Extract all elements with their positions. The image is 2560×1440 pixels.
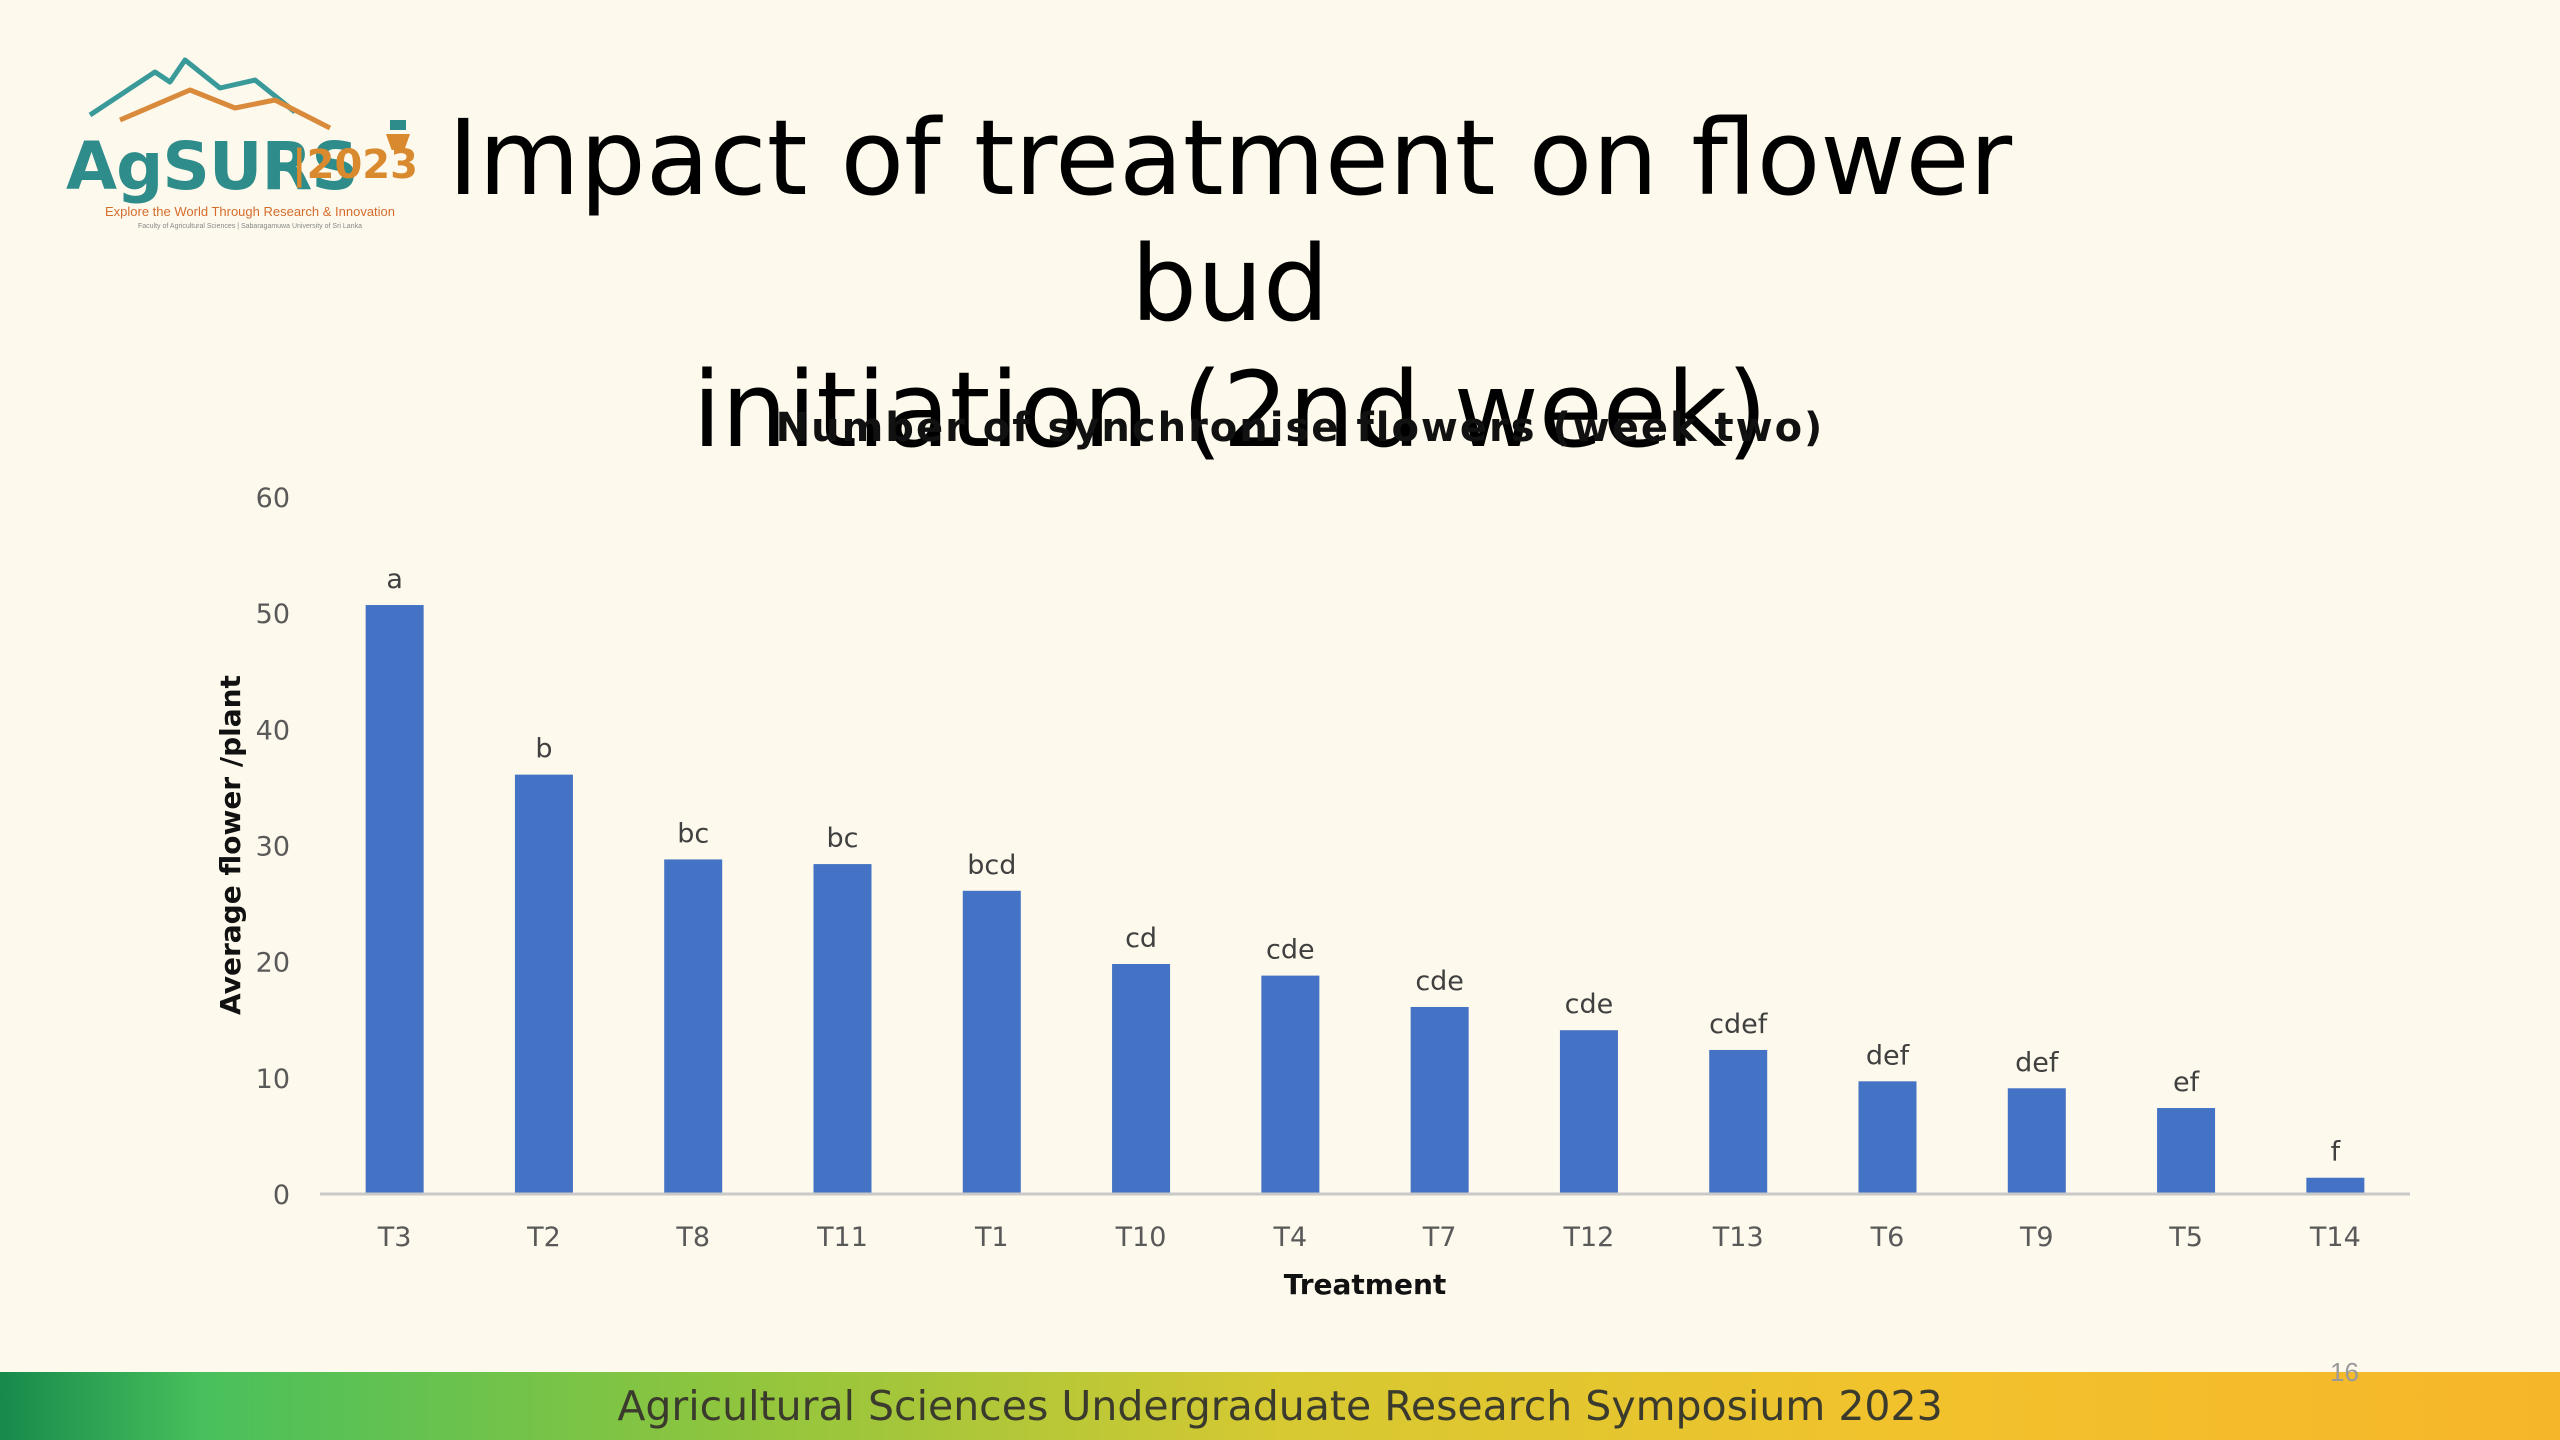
bar [813,864,872,1194]
data-label: ef [2173,1067,2201,1098]
x-tick-label: T10 [1115,1222,1167,1253]
y-axis-ticks: 0 10 20 30 40 50 60 [256,483,290,1211]
x-tick-label: T12 [1562,1222,1614,1253]
bar [1559,1030,1618,1194]
y-tick-label: 40 [256,715,290,746]
data-label: cde [1266,935,1315,966]
bar [1410,1006,1469,1194]
footer-text: Agricultural Sciences Undergraduate Rese… [617,1382,1943,1430]
y-tick-label: 50 [256,599,290,630]
y-tick-label: 0 [273,1180,290,1211]
data-label: bc [677,818,709,849]
bar [2007,1088,2066,1194]
x-tick-label: T14 [2309,1222,2361,1253]
bar [1709,1049,1768,1194]
data-label: cdef [1709,1009,1769,1040]
data-label: f [2331,1137,2342,1168]
data-label: cde [1565,989,1614,1020]
footer-banner: Agricultural Sciences Undergraduate Rese… [0,1372,2560,1440]
data-label: a [386,564,403,595]
x-tick-label: T8 [675,1222,710,1253]
bar [2306,1177,2365,1194]
agsurs-logo: AgSURS |2023 Explore the World Through R… [60,50,430,240]
bar [664,859,723,1194]
logo-wordmark: AgSURS [66,128,359,205]
data-label: cde [1415,966,1464,997]
data-label: def [2015,1047,2060,1078]
bar-series [365,605,2365,1194]
y-tick-label: 20 [256,948,290,979]
bar [1858,1081,1917,1194]
slide-title-line-2: initiation (2nd week) [692,349,1768,471]
data-labels: a b bc bc bcd cd cde cde cde cdef def def ef f [386,564,2341,1168]
slide-title: Impact of treatment on flower bud initia… [380,95,2080,473]
y-tick-label: 10 [256,1064,290,1095]
y-tick-label: 30 [256,832,290,863]
data-label: def [1866,1040,1911,1071]
x-axis-label: Treatment [1284,1268,1447,1301]
bar [1261,975,1320,1194]
bar [514,774,573,1194]
logo-subtitle: Faculty of Agricultural Sciences | Sabar… [138,223,362,230]
x-tick-label: T6 [1870,1222,1905,1253]
bar-chart: 0 10 20 30 40 50 60 a b bc bc bcd cd cde cde cde cdef de… [214,483,2410,1301]
bar [365,605,424,1194]
logo-year: |2023 [292,142,418,188]
x-tick-label: T9 [2019,1222,2054,1253]
data-label: b [535,734,552,765]
x-tick-label: T11 [816,1222,868,1253]
x-axis-ticks: T3 T2 T8 T11 T1 T10 T4 T7 T12 T13 T6 T9 T5 T14 [377,1222,2361,1253]
x-tick-label: T13 [1712,1222,1764,1253]
y-axis-label: Average flower /plant [214,675,247,1015]
data-label: bc [827,823,859,854]
x-tick-label: T3 [377,1222,412,1253]
x-tick-label: T4 [1273,1222,1308,1253]
x-tick-label: T7 [1422,1222,1457,1253]
x-tick-label: T1 [974,1222,1009,1253]
x-tick-label: T2 [526,1222,561,1253]
page-number: 16 [2330,1357,2359,1387]
slide-title-line-1: Impact of treatment on flower bud [447,97,2013,345]
logo-tagline: Explore the World Through Research & Inn… [104,204,396,219]
x-tick-label: T5 [2168,1222,2203,1253]
data-label: cd [1125,923,1157,954]
y-tick-label: 60 [256,483,290,514]
bar [2157,1108,2216,1194]
bar [962,890,1021,1194]
chart-title: Number of synchronise flowers (week two) [775,405,1825,451]
bar [1112,963,1171,1194]
data-label: bcd [967,850,1016,881]
mountain-logo-icon [88,57,410,150]
